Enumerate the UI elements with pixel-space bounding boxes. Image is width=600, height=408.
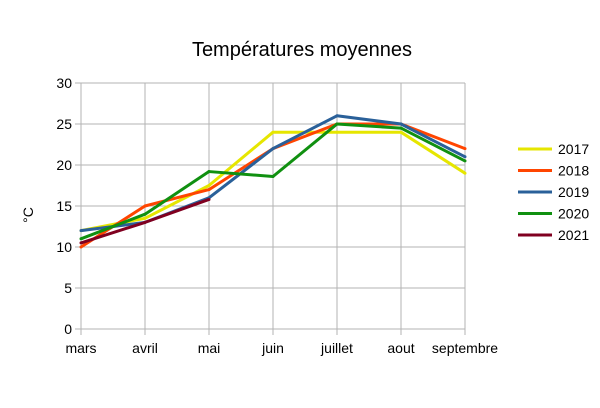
axes: 0 5 10 15 20 25 30 mars avril mai juin juillet aout s… [56,75,498,356]
legend-label: 2021 [558,227,589,243]
data-point-2019 [463,155,467,159]
x-tick-label: septembre [432,340,498,356]
chart-title: Températures moyennes [192,39,412,61]
y-tick-label: 30 [56,75,72,91]
gridlines [80,82,466,330]
data-point-2017 [463,171,467,175]
data-point-2021 [79,241,83,245]
data-point-2017 [143,216,147,220]
x-tick-label: avril [132,340,158,356]
legend-label: 2017 [558,141,589,157]
y-tick-label: 15 [56,198,72,214]
y-tick-label: 20 [56,157,72,173]
data-point-2018 [143,204,147,208]
y-tick-label: 5 [64,280,72,296]
x-tick-label: mars [65,340,96,356]
data-point-2021 [143,220,147,224]
y-tick-label: 0 [64,321,72,337]
data-point-2019 [399,122,403,126]
y-tick-label: 25 [56,116,72,132]
legend-label: 2020 [558,206,589,222]
data-point-2020 [207,170,211,174]
data-point-2018 [463,147,467,151]
data-point-2020 [399,126,403,130]
legend: 2017 2018 2019 2020 2021 [518,141,589,243]
x-tick-label: mai [198,340,221,356]
x-tick-label: aout [387,340,414,356]
data-point-2020 [335,122,339,126]
data-point-2019 [335,114,339,118]
y-tick-label: 10 [56,239,72,255]
x-tick-label: juin [261,340,284,356]
data-point-2018 [207,188,211,192]
data-point-2019 [79,229,83,233]
data-point-2017 [399,130,403,134]
legend-label: 2019 [558,184,589,200]
data-point-2021 [207,197,211,201]
data-point-2018 [79,245,83,249]
x-tick-label: juillet [320,340,353,356]
data-point-2017 [207,184,211,187]
data-point-2017 [271,130,275,134]
data-point-2019 [271,147,275,151]
data-point-2020 [143,212,147,216]
data-point-2020 [271,174,275,178]
legend-label: 2018 [558,163,589,179]
series-lines [79,114,467,249]
data-point-2017 [335,130,339,134]
y-axis-label: °C [20,207,36,223]
data-point-2020 [463,159,467,163]
data-point-2020 [79,237,83,241]
